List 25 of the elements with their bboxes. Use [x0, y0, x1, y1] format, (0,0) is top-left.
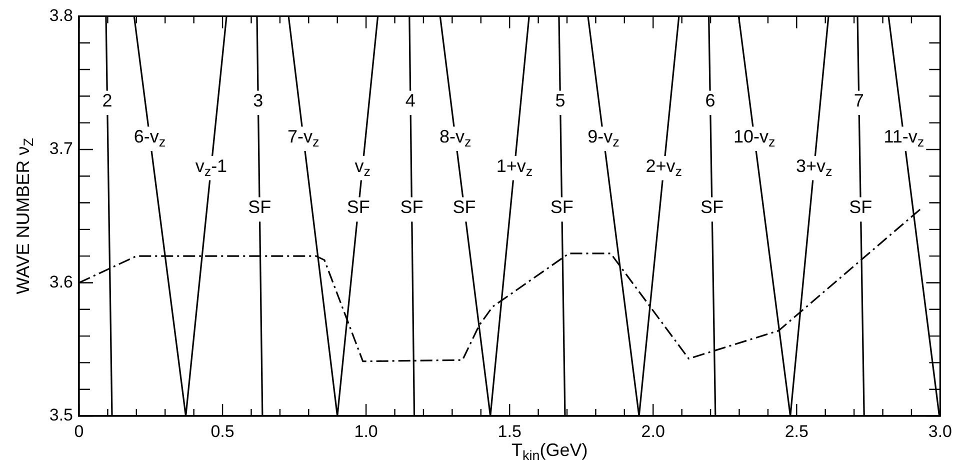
annotation: 2	[102, 90, 112, 110]
annotation: SF	[452, 197, 476, 218]
annotation: SF	[849, 197, 872, 218]
x-tick-label: 0	[74, 422, 84, 441]
x-tick-label: 3.0	[928, 422, 952, 441]
y-axis-title: WAVE NUMBER νZ	[12, 138, 36, 294]
x-tick-label: 1.0	[354, 422, 378, 441]
y-tick-label: 3.6	[49, 272, 73, 292]
x-tick-label: 2.5	[784, 422, 808, 441]
annotation: 3	[253, 90, 264, 110]
annotation: 5	[555, 90, 566, 110]
annotation: SF	[700, 197, 724, 218]
annotation: 7	[854, 90, 864, 110]
annotation: 4	[405, 90, 416, 110]
x-tick-label: 1.5	[498, 422, 522, 441]
annotation: SF	[248, 197, 272, 218]
y-tick-label: 3.8	[49, 6, 73, 25]
y-tick-label: 3.7	[49, 139, 73, 158]
x-tick-label: 2.0	[641, 422, 665, 441]
annotation: SF	[346, 197, 370, 218]
y-tick-label: 3.5	[49, 406, 73, 425]
annotation: SF	[400, 197, 424, 218]
annotation: SF	[550, 197, 574, 218]
annotation: 6	[705, 90, 716, 110]
x-tick-label: 0.5	[210, 422, 234, 441]
